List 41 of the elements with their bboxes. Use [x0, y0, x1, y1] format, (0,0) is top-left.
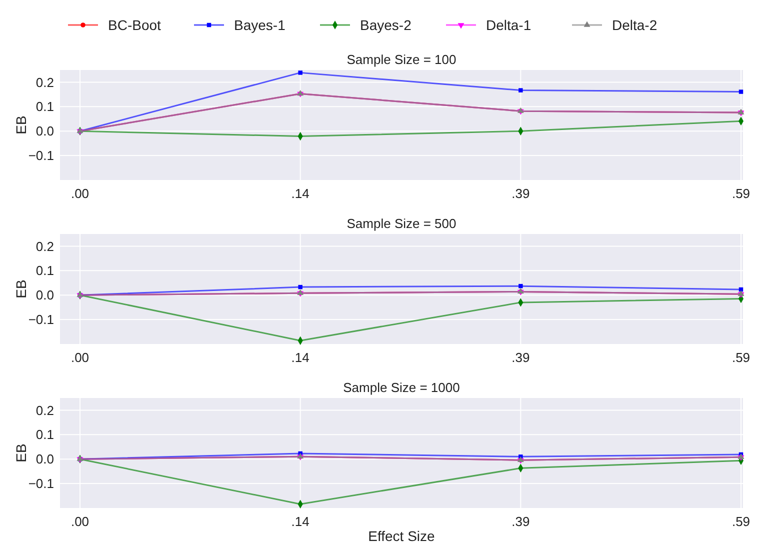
y-tick-label: −0.1: [28, 312, 54, 328]
x-tick-label: .00: [70, 350, 90, 365]
y-tick-label: 0.2: [36, 74, 54, 90]
y-tick-label: 0.2: [36, 402, 54, 418]
y-tick-label: 0.0: [36, 288, 54, 303]
chart-title: Sample Size = 100: [346, 52, 456, 67]
chart-title: Sample Size = 500: [346, 216, 456, 231]
point: [298, 284, 302, 290]
y-tick-label: 0.1: [36, 263, 54, 278]
y-axis-title: EB: [13, 444, 29, 462]
x-tick-label: .59: [732, 514, 750, 529]
legend-label: Delta-2: [612, 16, 658, 33]
point: [298, 70, 302, 75]
point: [518, 88, 523, 92]
y-tick-label: −0.1: [28, 148, 54, 164]
x-tick-label: .00: [70, 186, 90, 201]
x-tick-label: .39: [512, 514, 530, 529]
chart-title: Sample Size = 1000: [343, 380, 460, 395]
legend-label: BC-Boot: [108, 16, 162, 33]
y-tick-label: 0.2: [36, 238, 54, 254]
point: [518, 284, 523, 288]
x-tick-label: .39: [512, 186, 530, 201]
x-tick-label: .59: [732, 186, 750, 201]
y-axis-title: EB: [13, 116, 29, 134]
x-axis-title: Effect Size: [368, 528, 436, 544]
y-tick-label: 0.0: [36, 124, 54, 139]
x-tick-label: .14: [291, 186, 310, 201]
x-tick-label: .39: [512, 350, 530, 365]
legend-label: Bayes-1: [234, 16, 286, 33]
x-tick-label: .59: [732, 350, 750, 365]
legend-label: Bayes-2: [360, 16, 412, 33]
x-tick-label: .00: [70, 514, 90, 529]
x-tick-label: .14: [291, 514, 310, 529]
y-tick-label: −0.1: [28, 476, 54, 492]
y-tick-label: 0.0: [36, 452, 54, 467]
legend-label: Delta-1: [486, 16, 532, 33]
y-tick-label: 0.1: [36, 99, 54, 114]
y-axis-title: EB: [13, 280, 29, 298]
x-tick-label: .14: [291, 350, 310, 365]
point: [738, 90, 744, 94]
y-tick-label: 0.1: [36, 427, 54, 442]
